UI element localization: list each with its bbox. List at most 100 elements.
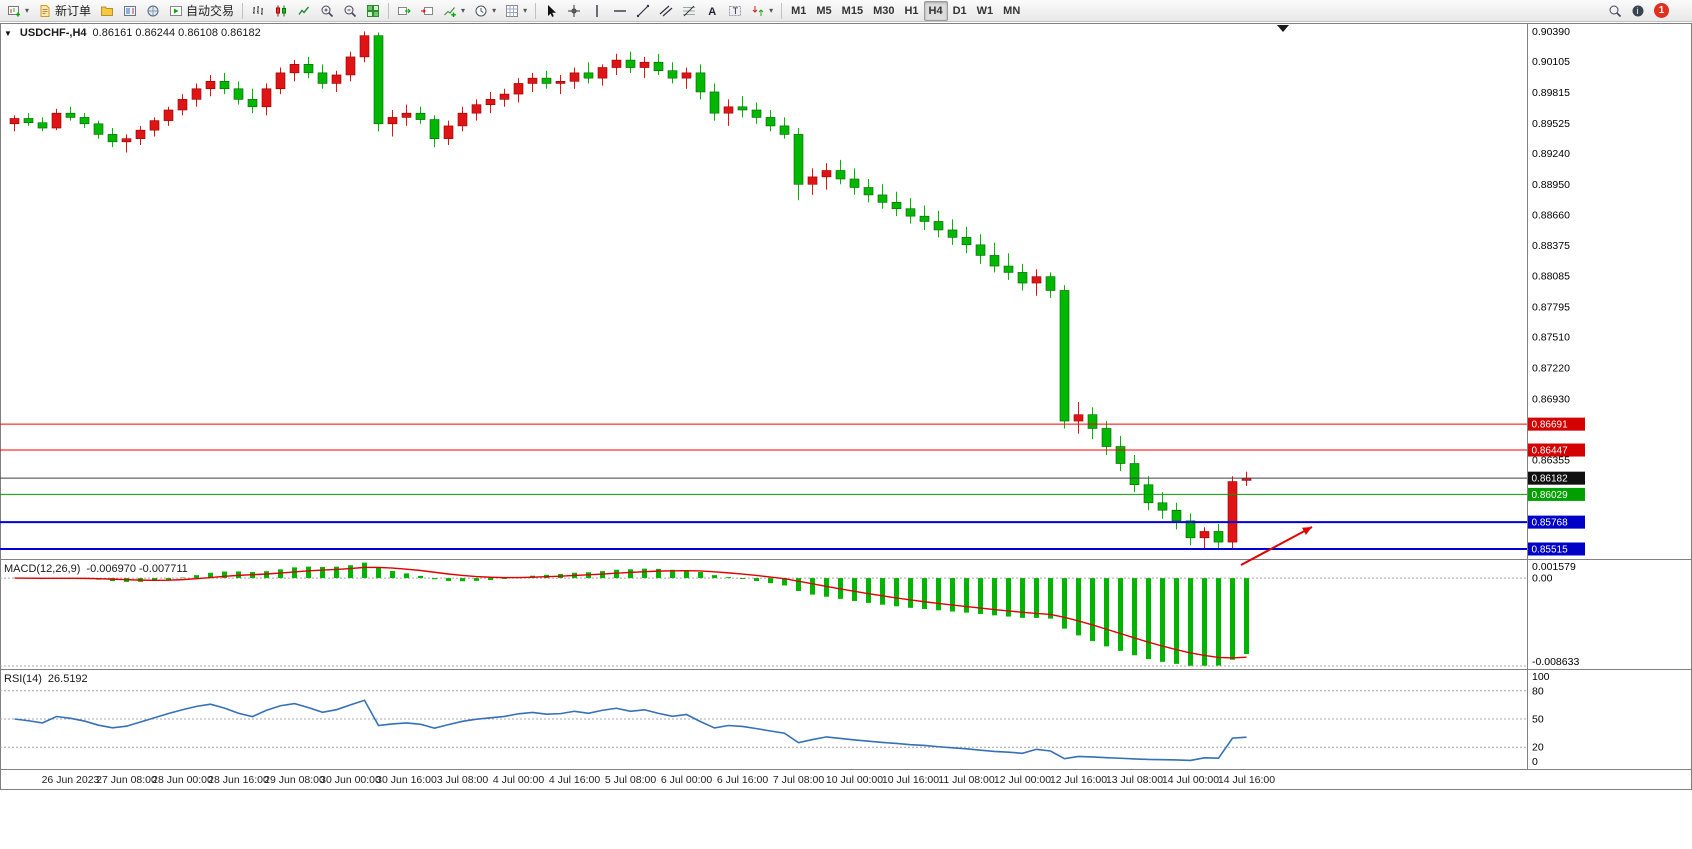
chart-shift-button[interactable] <box>416 1 438 21</box>
zoom-out-button[interactable] <box>339 1 361 21</box>
chart-canvas[interactable]: 0.90390 0.90105 0.89815 0.89525 0.89240 0.889… <box>0 22 1692 849</box>
new-chart-button[interactable]: ▾ <box>3 1 33 21</box>
notification-badge[interactable]: 1 <box>1654 3 1669 18</box>
navigator-button[interactable] <box>142 1 164 21</box>
trendline-icon <box>636 4 650 17</box>
templates-button[interactable]: ▾ <box>501 1 531 21</box>
auto-scroll-button[interactable] <box>393 1 415 21</box>
svg-text:0.90390: 0.90390 <box>1532 26 1570 38</box>
vertical-line-tool-button[interactable] <box>586 1 608 21</box>
navigator-icon <box>147 5 159 16</box>
svg-text:0.87795: 0.87795 <box>1532 301 1570 313</box>
price-label-box <box>1528 515 1585 529</box>
zoom-in-button[interactable] <box>316 1 338 21</box>
cursor-tool-button[interactable] <box>540 1 562 21</box>
macd-signal-line <box>14 566 1247 659</box>
auto-scroll-icon <box>398 6 411 15</box>
arrow-objects-button[interactable]: ▾ <box>747 1 777 21</box>
one-click-trading-toggle[interactable]: ▼ <box>4 28 12 38</box>
svg-text:0.88950: 0.88950 <box>1532 179 1570 191</box>
market-watch-icon <box>124 5 137 16</box>
crosshair-icon <box>568 4 581 17</box>
new-order-button[interactable]: 新订单 <box>34 1 95 21</box>
crosshair-tool-button[interactable] <box>563 1 585 21</box>
chart-shift-marker[interactable] <box>1277 25 1289 32</box>
search-icon <box>1609 5 1622 17</box>
market-watch-button[interactable] <box>119 1 141 21</box>
timeframe-button-w1[interactable]: W1 <box>972 1 999 21</box>
text-label-tool-button[interactable]: T <box>724 1 746 21</box>
chevron-down-icon: ▾ <box>523 6 528 15</box>
new-order-label: 新订单 <box>55 4 92 18</box>
timeframe-button-m30[interactable]: M30 <box>868 1 899 21</box>
svg-text:0.00: 0.00 <box>1532 573 1553 585</box>
fibonacci-tool-button[interactable] <box>678 1 700 21</box>
toolbar-separator <box>535 2 537 19</box>
cursor-icon <box>548 4 557 17</box>
svg-text:0.001579: 0.001579 <box>1532 561 1576 573</box>
chart-shift-icon <box>421 6 434 15</box>
timeframe-button-h4[interactable]: H4 <box>923 0 948 21</box>
community-icon: i <box>1632 5 1644 16</box>
fibonacci-icon <box>683 5 696 16</box>
indicators-icon <box>444 6 456 17</box>
arrow-annotation[interactable] <box>1240 526 1313 566</box>
svg-text:0.86182: 0.86182 <box>1532 474 1569 485</box>
chevron-down-icon: ▾ <box>769 6 774 15</box>
candlestick-mode-button[interactable] <box>270 1 292 21</box>
timeframe-button-h1[interactable]: H1 <box>899 1 923 21</box>
price-axis[interactable]: 0.90390 0.90105 0.89815 0.89525 0.89240 0.889… <box>1532 26 1570 466</box>
svg-text:0.85515: 0.85515 <box>1532 544 1569 555</box>
profiles-button[interactable] <box>96 1 118 21</box>
timeframe-button-m1[interactable]: M1 <box>786 1 811 21</box>
timeframe-button-d1[interactable]: D1 <box>948 1 972 21</box>
chevron-down-icon: ▾ <box>25 6 30 15</box>
channel-icon <box>659 5 673 16</box>
timeframe-button-m5[interactable]: M5 <box>811 1 836 21</box>
price-label-box <box>1528 487 1585 501</box>
svg-text:T: T <box>733 6 739 16</box>
svg-text:11 Jul 08:00: 11 Jul 08:00 <box>938 774 995 786</box>
svg-text:27 Jun 08:00: 27 Jun 08:00 <box>96 774 157 786</box>
indicators-button[interactable]: ▾ <box>439 1 469 21</box>
trendline-tool-button[interactable] <box>632 1 654 21</box>
svg-text:A: A <box>708 6 716 18</box>
svg-text:0.87220: 0.87220 <box>1532 362 1570 374</box>
channel-tool-button[interactable] <box>655 1 677 21</box>
horizontal-line-tool-button[interactable] <box>609 1 631 21</box>
svg-text:7 Jul 08:00: 7 Jul 08:00 <box>773 774 825 786</box>
svg-text:i: i <box>1636 6 1638 16</box>
svg-text:30 Jun 16:00: 30 Jun 16:00 <box>376 774 437 786</box>
svg-text:4 Jul 00:00: 4 Jul 00:00 <box>493 774 545 786</box>
chart-window: 0.90390 0.90105 0.89815 0.89525 0.89240 0.889… <box>0 22 1692 849</box>
svg-text:20: 20 <box>1532 742 1544 754</box>
price-label-box <box>1528 417 1585 431</box>
svg-text:0.88375: 0.88375 <box>1532 240 1570 252</box>
periods-button[interactable]: ▾ <box>470 1 500 21</box>
bar-chart-mode-button[interactable] <box>247 1 269 21</box>
horizontal-line-icon <box>614 9 627 12</box>
line-chart-icon <box>298 6 310 15</box>
svg-text:10 Jul 00:00: 10 Jul 00:00 <box>826 774 883 786</box>
svg-text:12 Jul 16:00: 12 Jul 16:00 <box>1050 774 1107 786</box>
rsi-axis[interactable]: 100 80 50 20 0 <box>1532 671 1550 768</box>
text-tool-button[interactable]: A <box>701 1 723 21</box>
svg-text:0.86930: 0.86930 <box>1532 393 1570 405</box>
timeframe-button-m15[interactable]: M15 <box>837 1 868 21</box>
templates-icon <box>506 4 519 17</box>
svg-text:3 Jul 08:00: 3 Jul 08:00 <box>437 774 489 786</box>
search-button[interactable] <box>1604 1 1626 21</box>
svg-text:50: 50 <box>1532 714 1544 726</box>
chevron-down-icon: ▾ <box>461 6 466 15</box>
tile-windows-button[interactable] <box>362 1 384 21</box>
timeframe-button-mn[interactable]: MN <box>998 1 1025 21</box>
community-button[interactable]: i <box>1627 1 1649 21</box>
auto-trading-button[interactable]: 自动交易 <box>165 1 238 21</box>
line-chart-mode-button[interactable] <box>293 1 315 21</box>
svg-text:4 Jul 16:00: 4 Jul 16:00 <box>549 774 601 786</box>
svg-text:0.87510: 0.87510 <box>1532 332 1570 344</box>
svg-text:28 Jun 00:00: 28 Jun 00:00 <box>152 774 213 786</box>
svg-text:0.85768: 0.85768 <box>1532 518 1569 529</box>
